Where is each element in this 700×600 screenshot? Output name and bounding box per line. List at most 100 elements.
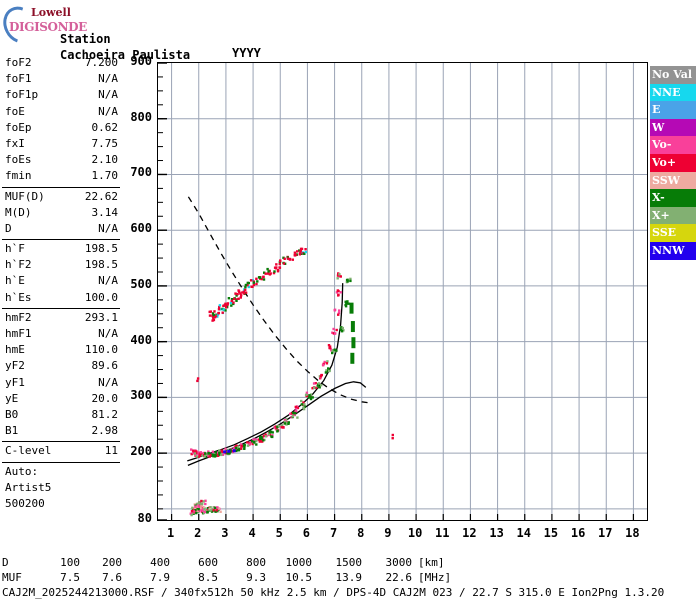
x-tick-label: 8 — [357, 526, 365, 540]
param-value: 3.14 — [91, 205, 119, 219]
param-row: hmF1 N/A — [2, 327, 120, 343]
param-key: MUF(D) — [5, 189, 45, 203]
auto-line: Artist5 — [5, 480, 52, 494]
y-tick-label: 900 — [130, 54, 152, 68]
legend-item-vo-[interactable]: Vo+ — [650, 153, 696, 172]
auto-line: Auto: — [5, 464, 39, 478]
x-tick-label: 5 — [275, 526, 283, 540]
x-tick-label: 11 — [435, 526, 450, 540]
param-value: N/A — [98, 221, 118, 235]
legend-item-e[interactable]: E — [650, 101, 696, 119]
y-tick-label: 300 — [130, 388, 152, 403]
legend-item-ssw[interactable]: SSW — [650, 171, 696, 190]
param-row: fxI 7.75 — [2, 137, 120, 153]
muf-muf-unit: [MHz] — [418, 571, 452, 584]
param-row: yE 20.0 — [2, 392, 120, 408]
muf-label-d: D — [2, 556, 9, 569]
legend-item-x-[interactable]: X- — [650, 189, 696, 207]
muf-d-value: 1000 — [285, 556, 313, 569]
legend-item-sse[interactable]: SSE — [650, 224, 696, 242]
ionospheric-parameters-table: foF2 7.200 foF1 N/A foF1p N/A foE N/A foEp 0.62 fx… — [2, 56, 120, 513]
param-key: M(D) — [5, 205, 32, 219]
x-tick-label: 9 — [384, 526, 392, 540]
param-row: foEp 0.62 — [2, 121, 120, 137]
param-separator — [2, 186, 120, 188]
param-value: 110.0 — [84, 343, 118, 357]
legend-item-w[interactable]: W — [650, 118, 696, 137]
header-values-row: Cachoeira Paulista 2025 Sep01 244 213000… — [0, 34, 700, 216]
param-value: 89.6 — [91, 359, 119, 373]
muf-muf-value: 7.5 — [60, 571, 80, 584]
param-key: yF1 — [5, 375, 25, 389]
logo-digisonde-text: DIGISONDE — [9, 20, 87, 34]
param-row: M(D) 3.14 — [2, 206, 120, 222]
muf-d-value: 600 — [198, 556, 218, 569]
legend-item-nnw[interactable]: NNW — [650, 241, 696, 260]
header-col-station: Station — [60, 32, 111, 46]
param-key: B0 — [5, 407, 19, 421]
param-key: yF2 — [5, 359, 25, 373]
header: Station YYYY DAY DDD HHMMSS P1 FFS S AXN… — [0, 18, 700, 216]
y-tick-label: 80 — [137, 511, 152, 525]
param-row: h`E N/A — [2, 274, 120, 290]
x-tick-label: 15 — [543, 526, 559, 540]
muf-d-value: 1500 — [335, 556, 363, 569]
logo-lowell-text: Lowell — [31, 6, 71, 19]
param-separator — [2, 239, 120, 241]
legend-item-nne[interactable]: NNE — [650, 83, 696, 102]
param-row: D N/A — [2, 222, 120, 238]
x-tick-label: 1 — [166, 526, 175, 540]
param-value: 198.5 — [84, 258, 118, 272]
x-tick-label: 13 — [489, 526, 504, 540]
param-key: h`F — [5, 242, 25, 256]
param-value: 7.75 — [91, 136, 119, 150]
param-key: yE — [5, 391, 19, 405]
param-value: N/A — [98, 104, 118, 118]
y-tick-label: 600 — [130, 221, 152, 236]
param-key: D — [5, 221, 12, 235]
muf-d-value: 800 — [246, 556, 266, 569]
param-value: 2.10 — [91, 153, 119, 167]
x-tick-label: 17 — [598, 526, 613, 540]
param-row: MUF(D) 22.62 — [2, 190, 120, 206]
header-val-station: Cachoeira Paulista — [60, 48, 191, 62]
muf-muf-value: 9.3 — [246, 571, 266, 584]
ionogram-plot[interactable] — [157, 62, 648, 521]
param-row: foF1p N/A — [2, 88, 120, 104]
legend-item-x-[interactable]: X+ — [650, 206, 696, 225]
param-key: fmin — [5, 169, 32, 183]
param-row: foF1 N/A — [2, 72, 120, 88]
digisonde-logo: Lowell DIGISONDE — [0, 0, 94, 50]
param-value: 22.62 — [84, 189, 118, 203]
legend-item-vo-[interactable]: Vo- — [650, 136, 696, 154]
x-tick-label: 18 — [625, 526, 640, 540]
legend-item-no-val[interactable]: No Val — [650, 66, 696, 84]
param-value: N/A — [98, 88, 118, 102]
param-value: 7.200 — [84, 56, 118, 69]
param-value: 198.5 — [84, 242, 118, 256]
footer-filename: CAJ2M_2025244213000.RSF / 340fx512h 50 k… — [2, 586, 665, 599]
x-tick-label: 12 — [462, 526, 477, 540]
param-row: fmin 1.70 — [2, 169, 120, 185]
param-value: 1.70 — [91, 169, 119, 183]
param-key: C-level — [5, 444, 52, 458]
param-row: h`Es 100.0 — [2, 291, 120, 307]
param-row: yF2 89.6 — [2, 359, 120, 375]
param-separator — [2, 307, 120, 309]
param-row: h`F2 198.5 — [2, 258, 120, 274]
muf-d-value: 200 — [102, 556, 122, 569]
muf-d-value: 3000 — [385, 556, 413, 569]
param-separator — [2, 441, 120, 443]
muf-muf-value: 13.9 — [335, 571, 363, 584]
param-key: foF1 — [5, 72, 32, 86]
param-value: 81.2 — [91, 407, 119, 421]
param-row: foE N/A — [2, 105, 120, 121]
param-row: foF2 7.200 — [2, 56, 120, 72]
muf-muf-value: 7.9 — [150, 571, 170, 584]
param-value: 11 — [104, 444, 118, 458]
muf-muf-value: 22.6 — [385, 571, 413, 584]
x-tick-label: 10 — [407, 526, 423, 540]
muf-d-unit: [km] — [418, 556, 445, 569]
muf-label-muf: MUF — [2, 571, 22, 584]
param-value: N/A — [98, 327, 118, 340]
